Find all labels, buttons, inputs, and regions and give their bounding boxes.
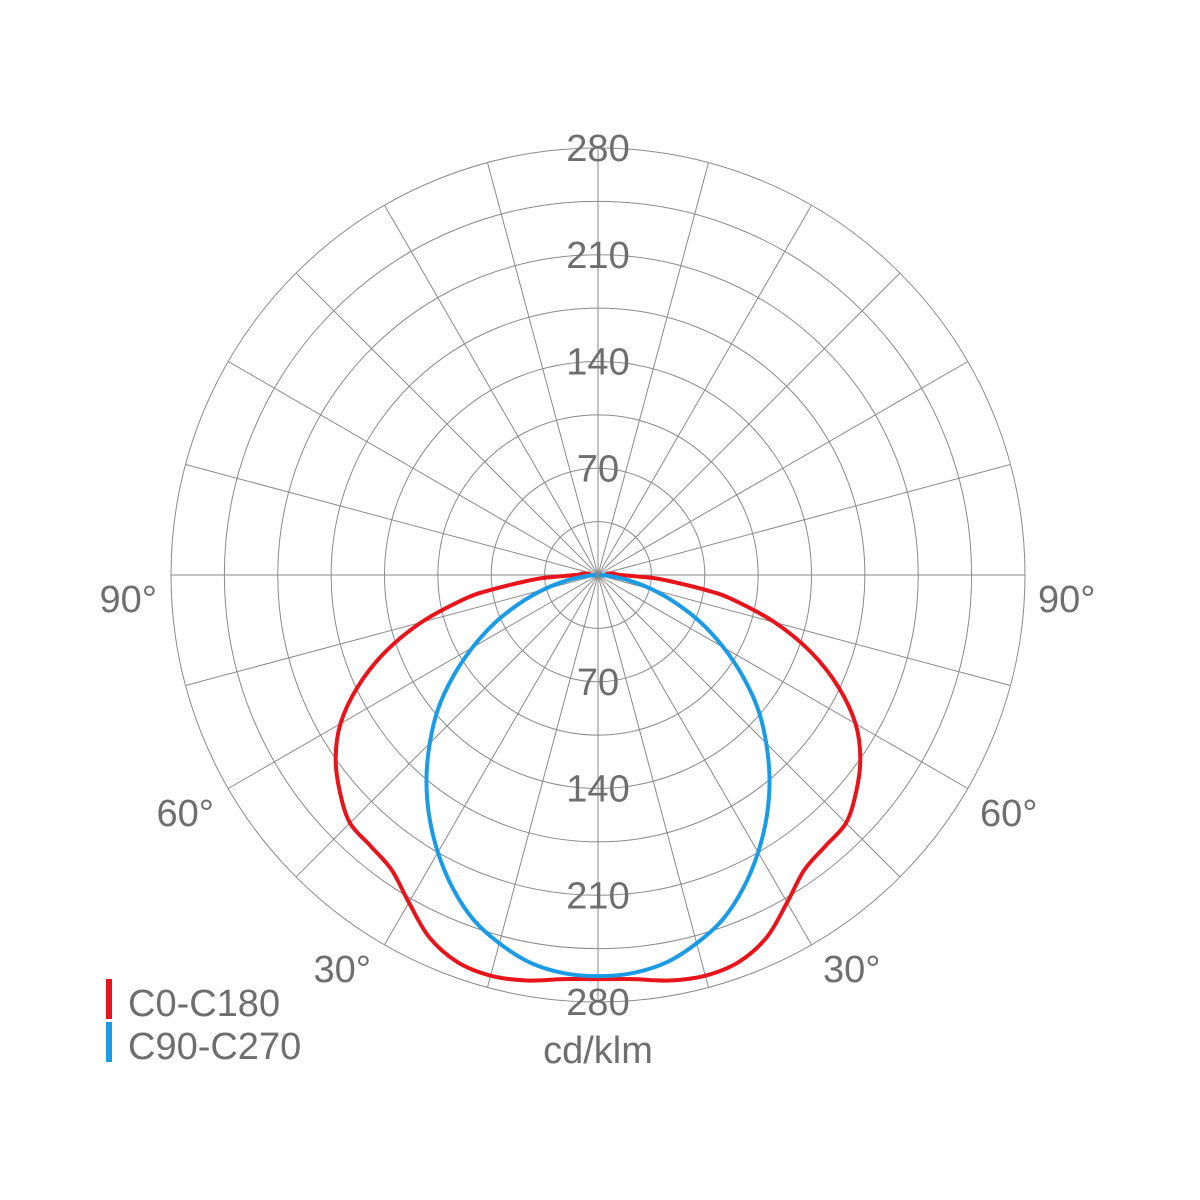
- grid-spoke: [597, 204, 812, 576]
- radial-tick-label-top: 70: [577, 448, 619, 490]
- intensity-curves: [333, 571, 863, 983]
- grid-spoke: [597, 162, 710, 576]
- grid-spoke: [597, 574, 1011, 687]
- radial-tick-label-bottom: 140: [566, 769, 629, 811]
- grid-spoke: [227, 361, 599, 576]
- angle-label-left: 90°: [100, 579, 157, 621]
- grid-spoke: [185, 463, 599, 576]
- polar-grid: [170, 147, 1026, 1003]
- angle-label-left: 60°: [157, 793, 214, 835]
- series-curve-c90-c270: [424, 573, 772, 979]
- grid-spoke: [597, 574, 901, 878]
- radial-tick-label-top: 140: [566, 342, 629, 384]
- grid-spoke: [597, 361, 969, 576]
- legend-label: C90-C270: [128, 1026, 301, 1068]
- grid-spoke: [597, 574, 710, 988]
- grid-spoke: [597, 574, 812, 946]
- grid-spoke: [227, 574, 599, 789]
- radial-tick-label-top: 210: [566, 235, 629, 277]
- grid-spoke: [486, 574, 599, 988]
- grid-spoke: [295, 574, 599, 878]
- radial-tick-label-bottom: 280: [566, 982, 629, 1024]
- grid-spoke: [597, 272, 901, 576]
- series-curve-c0-c180: [333, 571, 863, 983]
- legend-swatch: [106, 1022, 112, 1062]
- legend-label: C0-C180: [128, 983, 280, 1025]
- grid-spoke: [295, 272, 599, 576]
- grid-spoke: [384, 204, 599, 576]
- grid-spoke: [384, 574, 599, 946]
- radial-tick-label-bottom: 210: [566, 875, 629, 917]
- angle-label-right: 90°: [1038, 579, 1095, 621]
- angle-label-right: 60°: [980, 793, 1037, 835]
- angle-label-right: 30°: [823, 949, 880, 991]
- legend-swatch: [106, 979, 112, 1019]
- axis-labels: 70 70 140 140 210 210 280 280 90° 90° 60° 60° 30° 30°: [100, 128, 1096, 1024]
- radial-tick-label-bottom: 70: [577, 662, 619, 704]
- radial-tick-label-top: 280: [566, 128, 629, 170]
- grid-spoke: [597, 574, 969, 789]
- grid-spoke: [597, 463, 1011, 576]
- grid-spoke: [185, 574, 599, 687]
- angle-label-left: 30°: [314, 949, 371, 991]
- grid-spoke: [486, 162, 599, 576]
- unit-label: cd/klm: [543, 1030, 653, 1072]
